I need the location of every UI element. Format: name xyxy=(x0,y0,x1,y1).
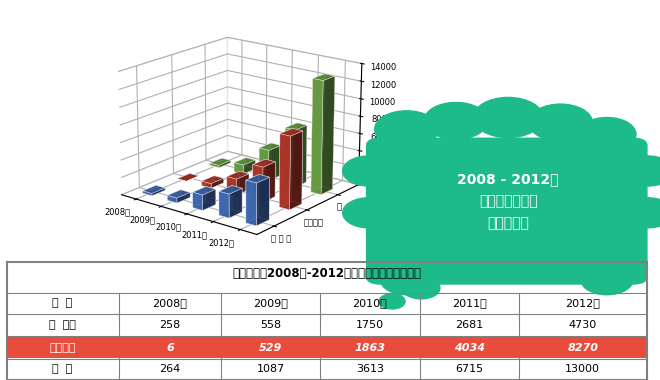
FancyBboxPatch shape xyxy=(449,105,468,120)
Text: 8270: 8270 xyxy=(568,343,598,353)
Text: 6: 6 xyxy=(166,343,174,353)
Circle shape xyxy=(402,277,440,299)
Text: 264: 264 xyxy=(159,364,180,374)
Text: 合  计: 合 计 xyxy=(53,364,73,374)
Text: 6715: 6715 xyxy=(455,364,483,374)
Circle shape xyxy=(424,103,488,139)
Circle shape xyxy=(380,264,433,295)
Circle shape xyxy=(622,198,660,228)
Text: 2011年: 2011年 xyxy=(451,298,486,309)
Text: 1750: 1750 xyxy=(356,320,384,330)
Text: 1863: 1863 xyxy=(354,343,385,353)
Circle shape xyxy=(581,264,633,295)
Text: 2008 - 2012年
中大挖产量呈大
幅上升趋势: 2008 - 2012年 中大挖产量呈大 幅上升趋势 xyxy=(457,173,559,230)
Text: 2010年: 2010年 xyxy=(352,298,387,309)
Circle shape xyxy=(379,294,405,309)
Text: 合  计: 合 计 xyxy=(477,171,495,181)
Text: 2012年: 2012年 xyxy=(566,298,600,309)
Text: 小  型机: 小 型机 xyxy=(50,320,76,330)
Text: 13000: 13000 xyxy=(565,364,601,374)
Text: 4730: 4730 xyxy=(569,320,597,330)
Circle shape xyxy=(375,111,438,147)
Text: 529: 529 xyxy=(259,343,282,353)
Text: 258: 258 xyxy=(159,320,180,330)
FancyBboxPatch shape xyxy=(449,169,468,184)
Text: 中大型机: 中大型机 xyxy=(477,139,501,149)
Circle shape xyxy=(529,104,593,141)
Text: 机  型: 机 型 xyxy=(53,298,73,309)
Text: 中大型机: 中大型机 xyxy=(50,343,76,353)
Text: 挖掘机公司2008年-2012年生产大纲（单位：台）: 挖掘机公司2008年-2012年生产大纲（单位：台） xyxy=(232,268,421,280)
Circle shape xyxy=(343,198,395,228)
Text: 2009年: 2009年 xyxy=(253,298,288,309)
Text: 558: 558 xyxy=(260,320,281,330)
Circle shape xyxy=(578,117,636,151)
Text: 1087: 1087 xyxy=(257,364,285,374)
FancyBboxPatch shape xyxy=(366,138,647,285)
Text: 2008年: 2008年 xyxy=(152,298,187,309)
FancyBboxPatch shape xyxy=(449,137,468,152)
Circle shape xyxy=(473,97,543,138)
Circle shape xyxy=(622,156,660,186)
FancyBboxPatch shape xyxy=(7,337,646,358)
Text: 小 型 机: 小 型 机 xyxy=(477,108,502,117)
Text: 3613: 3613 xyxy=(356,364,384,374)
Circle shape xyxy=(343,156,395,186)
Text: 4034: 4034 xyxy=(453,343,484,353)
Text: 2681: 2681 xyxy=(455,320,483,330)
